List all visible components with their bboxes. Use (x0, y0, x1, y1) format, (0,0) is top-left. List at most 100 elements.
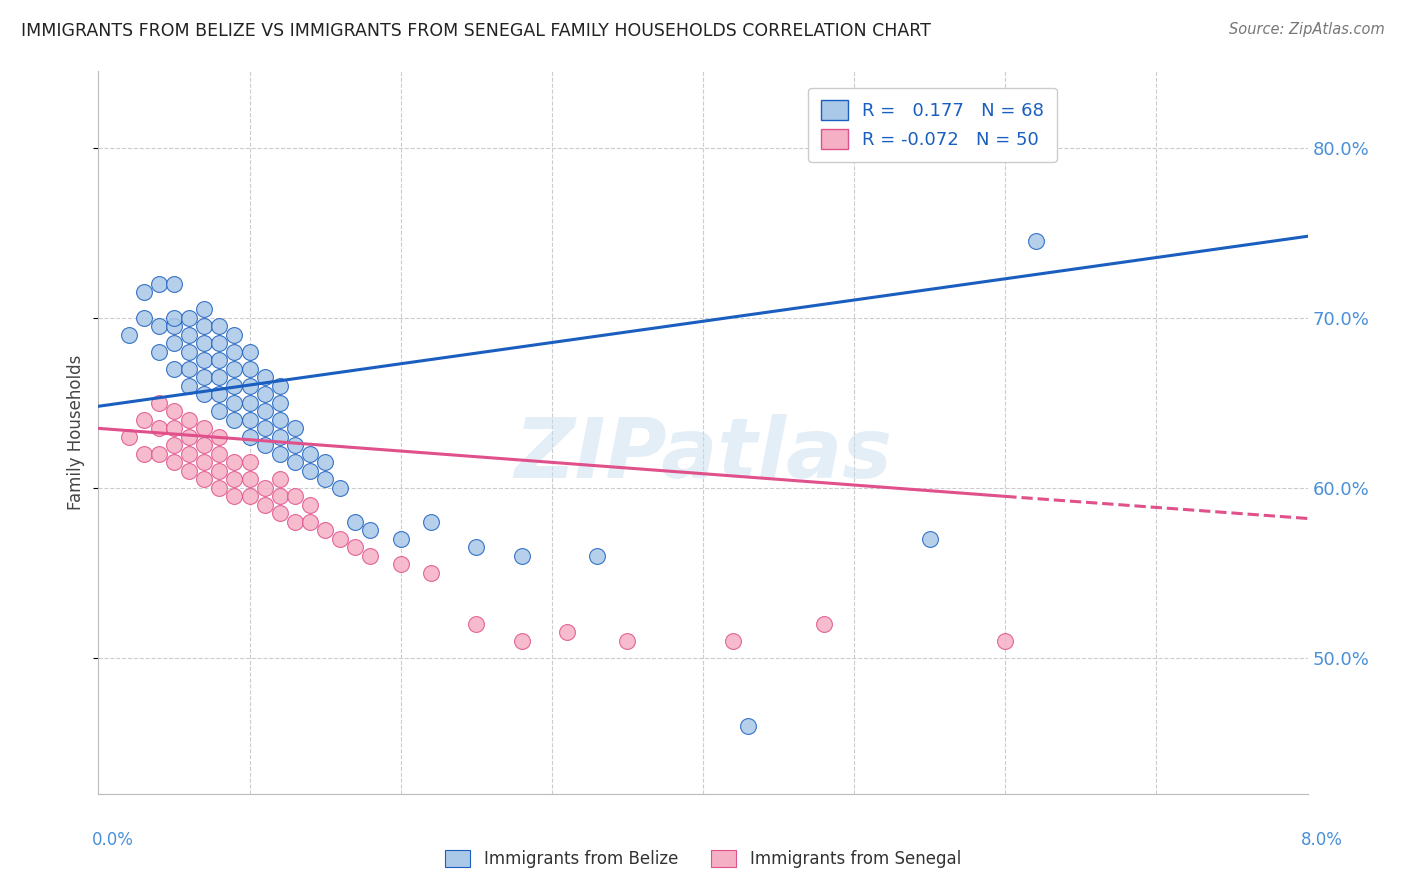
Point (299, 515, 322, 529)
Text: Source: ZipAtlas.com: Source: ZipAtlas.com (1229, 22, 1385, 37)
Point (163, 362, 186, 376)
Point (193, 353, 215, 368)
Point (179, 447, 201, 461)
Point (224, 327, 246, 342)
Point (239, 413, 262, 427)
Point (118, 327, 141, 342)
Point (163, 310, 186, 325)
Point (239, 396, 262, 410)
Point (208, 481, 231, 495)
Point (994, 633, 1017, 648)
Point (737, 719, 759, 733)
Point (118, 430, 141, 444)
Point (163, 277, 186, 291)
Point (208, 336, 231, 351)
Text: 8.0%: 8.0% (1301, 831, 1343, 849)
Point (132, 447, 155, 461)
Point (616, 633, 638, 648)
Point (224, 344, 246, 359)
Point (239, 379, 262, 393)
Point (269, 430, 291, 444)
Point (208, 370, 231, 384)
Point (193, 319, 215, 334)
Point (148, 319, 170, 334)
Point (284, 489, 307, 503)
Legend: Immigrants from Belize, Immigrants from Senegal: Immigrants from Belize, Immigrants from … (439, 843, 967, 875)
Point (148, 277, 170, 291)
Point (179, 344, 201, 359)
Point (132, 310, 155, 325)
Point (299, 447, 322, 461)
Point (132, 413, 155, 427)
Point (314, 524, 336, 538)
Point (253, 404, 276, 418)
Point (420, 515, 443, 529)
Point (179, 430, 201, 444)
Point (132, 285, 155, 300)
Point (193, 438, 215, 452)
Point (555, 625, 578, 640)
Point (179, 413, 201, 427)
Point (179, 310, 201, 325)
Point (586, 549, 609, 563)
Point (193, 455, 215, 469)
Point (813, 616, 835, 631)
Point (208, 464, 231, 478)
Point (239, 430, 262, 444)
Point (269, 396, 291, 410)
Point (148, 447, 170, 461)
Point (208, 353, 231, 368)
Point (193, 387, 215, 401)
Point (389, 558, 412, 572)
Text: ZIPatlas: ZIPatlas (515, 414, 891, 495)
Point (163, 455, 186, 469)
Point (224, 379, 246, 393)
Point (224, 413, 246, 427)
Point (239, 489, 262, 503)
Point (269, 507, 291, 521)
Point (918, 532, 941, 546)
Point (163, 404, 186, 418)
Text: IMMIGRANTS FROM BELIZE VS IMMIGRANTS FROM SENEGAL FAMILY HOUSEHOLDS CORRELATION : IMMIGRANTS FROM BELIZE VS IMMIGRANTS FRO… (21, 22, 931, 40)
Legend: R =   0.177   N = 68, R = -0.072   N = 50: R = 0.177 N = 68, R = -0.072 N = 50 (808, 87, 1057, 161)
Y-axis label: Family Households: Family Households (67, 355, 86, 510)
Point (284, 438, 307, 452)
Point (239, 472, 262, 486)
Text: 0.0%: 0.0% (91, 831, 134, 849)
Point (163, 438, 186, 452)
Point (179, 464, 201, 478)
Point (253, 421, 276, 435)
Point (179, 327, 201, 342)
Point (148, 344, 170, 359)
Point (510, 549, 533, 563)
Point (193, 472, 215, 486)
Point (224, 472, 246, 486)
Point (269, 447, 291, 461)
Point (163, 421, 186, 435)
Point (510, 633, 533, 648)
Point (179, 379, 201, 393)
Point (329, 532, 352, 546)
Point (344, 515, 367, 529)
Point (224, 455, 246, 469)
Point (269, 489, 291, 503)
Point (208, 387, 231, 401)
Point (420, 566, 443, 580)
Point (163, 336, 186, 351)
Point (224, 489, 246, 503)
Point (193, 336, 215, 351)
Point (239, 362, 262, 376)
Point (389, 532, 412, 546)
Point (299, 464, 322, 478)
Point (193, 370, 215, 384)
Point (269, 472, 291, 486)
Point (360, 549, 382, 563)
Point (208, 430, 231, 444)
Point (208, 404, 231, 418)
Point (284, 515, 307, 529)
Point (193, 421, 215, 435)
Point (163, 319, 186, 334)
Point (299, 498, 322, 512)
Point (360, 524, 382, 538)
Point (329, 481, 352, 495)
